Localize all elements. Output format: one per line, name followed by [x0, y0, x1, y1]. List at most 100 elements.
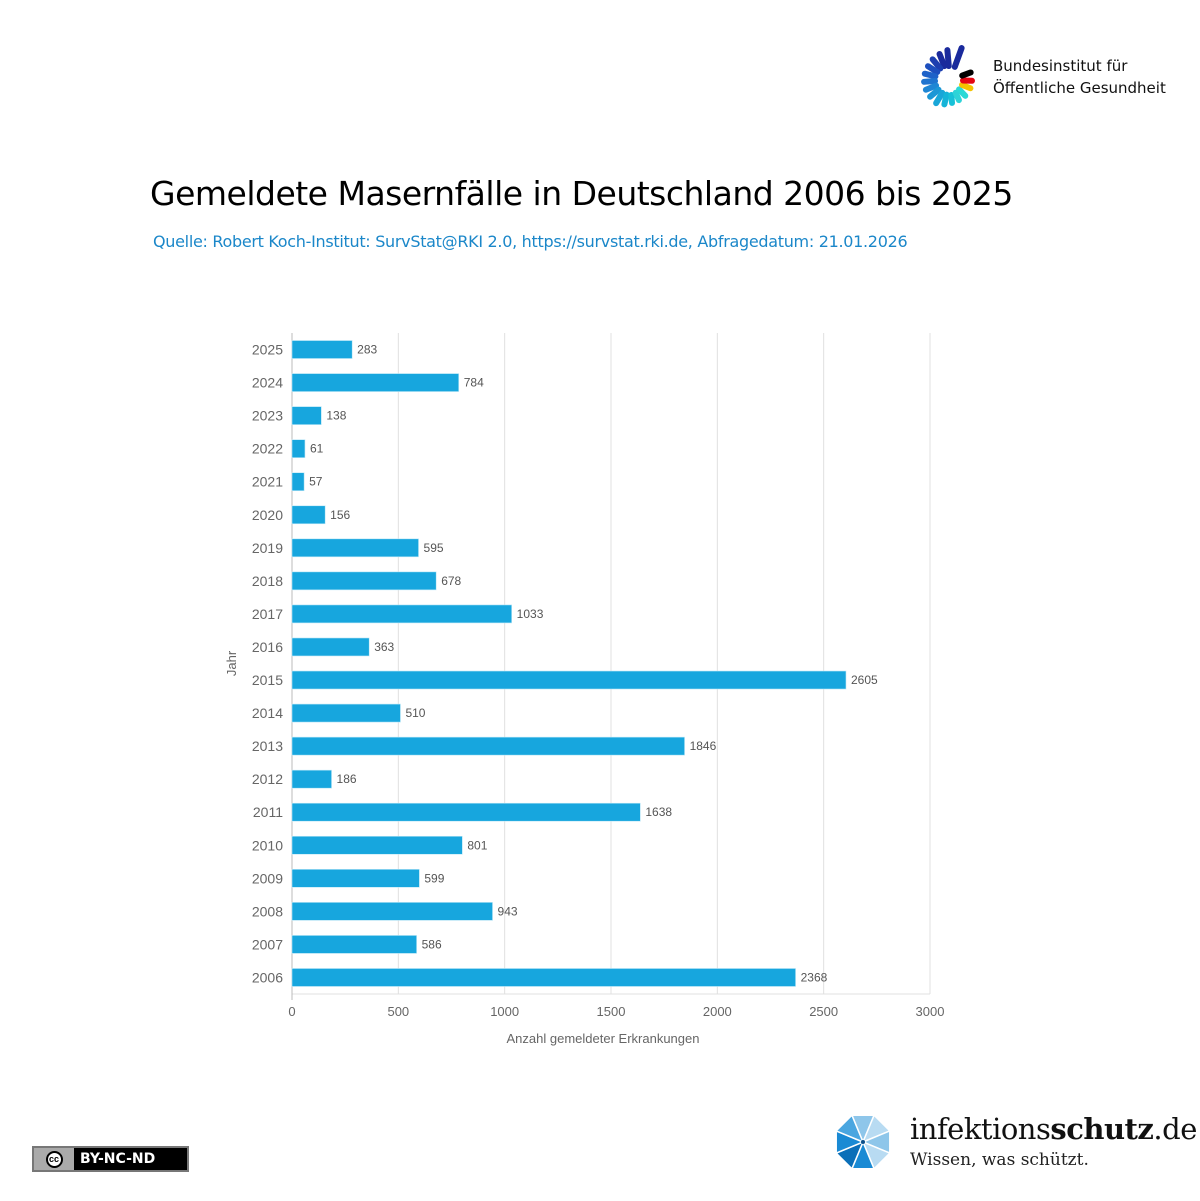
- logo-segment: [922, 82, 940, 93]
- data-label: 1846: [690, 739, 717, 753]
- data-label: 138: [326, 409, 346, 423]
- brand-tagline: Wissen, was schützt.: [910, 1150, 1089, 1170]
- bar-2021: [291, 472, 305, 492]
- data-label: 599: [424, 871, 444, 885]
- y-tick-label: 2013: [252, 738, 283, 754]
- y-tick-label: 2022: [252, 441, 283, 457]
- logo-segment: [951, 45, 965, 70]
- data-label: 586: [422, 937, 442, 951]
- bar-2014: [291, 703, 401, 723]
- x-tick-label: 1500: [597, 1004, 626, 1019]
- data-label: 2605: [851, 673, 878, 687]
- y-tick-label: 2014: [252, 705, 283, 721]
- y-tick-label: 2019: [252, 540, 283, 556]
- x-tick-label: 1000: [490, 1004, 519, 1019]
- data-label: 595: [424, 541, 444, 555]
- logo-segment: [921, 78, 939, 85]
- y-tick-label: 2010: [252, 837, 283, 853]
- brand-name: infektionsschutz.de: [910, 1112, 1197, 1146]
- data-label: 283: [357, 343, 377, 357]
- logo-segment: [941, 91, 950, 108]
- license-badge: cc BY-NC-ND: [32, 1146, 189, 1172]
- y-axis-label: Jahr: [224, 650, 239, 676]
- chart-title: Gemeldete Masernfälle in Deutschland 200…: [150, 174, 1013, 213]
- data-label: 784: [464, 376, 484, 390]
- y-tick-label: 2025: [252, 342, 283, 358]
- data-label: 1033: [517, 607, 544, 621]
- bar-2016: [291, 637, 370, 657]
- logo-segment: [936, 51, 948, 70]
- data-label: 57: [309, 475, 323, 489]
- bar-2007: [291, 935, 417, 954]
- data-label: 2368: [801, 970, 828, 984]
- y-tick-label: 2023: [252, 408, 283, 424]
- bar-2023: [291, 406, 322, 425]
- brand-regular: infektions: [910, 1112, 1051, 1146]
- data-label: 678: [441, 574, 461, 588]
- y-tick-label: 2017: [252, 606, 283, 622]
- data-label: 363: [374, 640, 394, 654]
- y-tick-label: 2018: [252, 573, 283, 589]
- y-tick-label: 2006: [252, 969, 283, 985]
- bar-2015: [291, 670, 847, 690]
- bar-2020: [291, 505, 326, 525]
- y-tick-label: 2009: [252, 870, 283, 886]
- bar-2018: [291, 571, 437, 591]
- data-label: 943: [498, 904, 518, 918]
- y-tick-label: 2020: [252, 507, 283, 523]
- logo-segment: [929, 56, 944, 72]
- data-label: 61: [310, 442, 324, 456]
- y-tick-label: 2011: [253, 804, 283, 820]
- logo-segment: [933, 89, 946, 107]
- logo-segment: [927, 86, 942, 100]
- x-tick-label: 500: [387, 1004, 409, 1019]
- cc-icon: cc: [45, 1150, 63, 1168]
- y-tick-label: 2012: [252, 771, 283, 787]
- logo-segment: [952, 89, 962, 104]
- logo-segment: [956, 86, 969, 99]
- y-tick-label: 2007: [252, 936, 283, 952]
- org-name-line1: Bundesinstitut für: [993, 57, 1128, 75]
- logo-segment: [944, 47, 952, 70]
- bar-2024: [291, 373, 460, 392]
- logo-segment: [924, 63, 941, 76]
- org-name-line2: Öffentliche Gesundheit: [993, 79, 1166, 97]
- x-axis-label: Anzahl gemeldeter Erkrankungen: [507, 1031, 700, 1046]
- x-tick-label: 0: [288, 1004, 295, 1019]
- brand-bold: schutz: [1050, 1112, 1154, 1146]
- bar-2006: [291, 968, 796, 987]
- x-tick-label: 2500: [809, 1004, 838, 1019]
- bar-2019: [291, 538, 419, 558]
- logo-segment: [959, 69, 974, 79]
- data-label: 156: [330, 508, 350, 522]
- y-tick-label: 2021: [252, 474, 283, 490]
- data-label: 186: [337, 772, 357, 786]
- umbrella-center: [861, 1140, 865, 1144]
- umbrella-logo-icon: [834, 1113, 892, 1171]
- umbrella-panel: [834, 1113, 865, 1144]
- bar-2025: [291, 340, 353, 359]
- data-label: 510: [405, 706, 425, 720]
- y-tick-label: 2024: [252, 375, 283, 391]
- x-tick-label: 3000: [916, 1004, 945, 1019]
- logo-segment: [948, 91, 956, 106]
- chart-source: Quelle: Robert Koch-Institut: SurvStat@R…: [153, 232, 908, 251]
- brand-suffix: .de: [1153, 1112, 1197, 1146]
- logo-segment: [921, 70, 939, 80]
- data-label: 1638: [645, 805, 672, 819]
- bar-2008: [291, 902, 493, 921]
- y-tick-label: 2015: [252, 672, 283, 688]
- bfog-logo-icon: [921, 45, 975, 108]
- data-label: 801: [467, 838, 487, 852]
- bar-2009: [291, 869, 420, 888]
- y-tick-label: 2008: [252, 903, 283, 919]
- bar-2022: [291, 439, 306, 458]
- org-name: Bundesinstitut für Öffentliche Gesundhei…: [993, 55, 1166, 99]
- license-text: BY-NC-ND: [80, 1151, 156, 1167]
- y-tick-label: 2016: [252, 639, 283, 655]
- bar-2013: [291, 736, 685, 756]
- bar-2010: [291, 835, 463, 855]
- bar-2017: [291, 604, 512, 624]
- bar-2011: [291, 802, 641, 822]
